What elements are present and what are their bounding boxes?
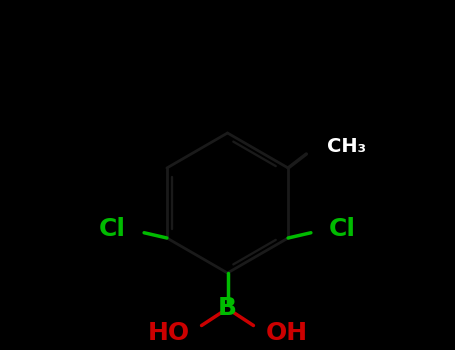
Text: Cl: Cl xyxy=(99,217,126,241)
Text: CH₃: CH₃ xyxy=(327,138,366,156)
Text: Cl: Cl xyxy=(329,217,356,241)
Text: OH: OH xyxy=(266,321,308,344)
Text: B: B xyxy=(218,296,237,320)
Text: HO: HO xyxy=(147,321,189,344)
